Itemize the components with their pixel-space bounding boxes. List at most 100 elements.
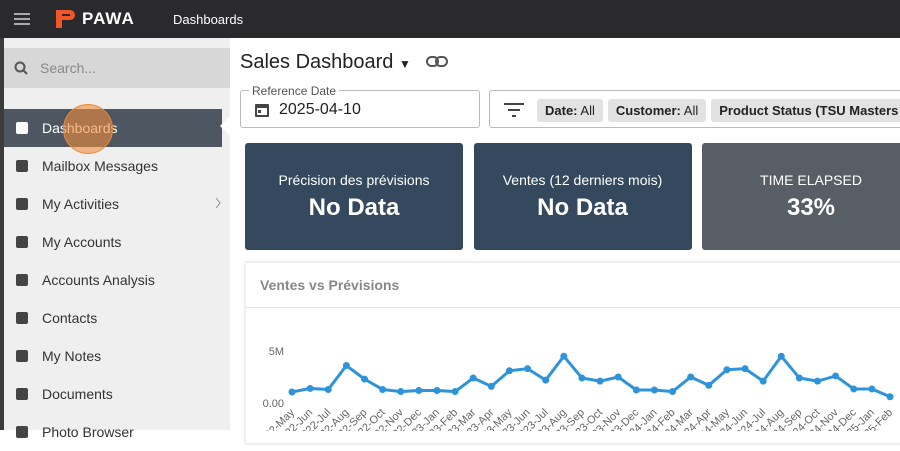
nav-item[interactable]: My Accounts [4, 223, 222, 261]
point [723, 366, 731, 374]
nav-item[interactable]: Documents [4, 375, 222, 413]
point [741, 365, 749, 373]
chip-key: Customer: [615, 103, 681, 118]
point [687, 373, 695, 381]
chip-key: Date: [545, 103, 578, 118]
kpi-card: Précision des prévisions No Data [245, 143, 463, 250]
section-title: Dashboards [173, 12, 244, 27]
brand: PAWA [82, 9, 135, 28]
kpi-value: No Data [537, 194, 628, 221]
point [451, 388, 459, 396]
sidebar: Search... Dashboards Mailbox Messages My A… [0, 38, 230, 440]
chip-key: Product Status (TSU Masters [719, 103, 899, 118]
point [542, 376, 550, 384]
point [705, 381, 713, 389]
kpi-title: Précision des prévisions [278, 172, 430, 188]
nav-icon [16, 350, 28, 362]
logo-icon [56, 10, 75, 28]
nav-label: Photo Browser [42, 424, 134, 440]
nav-item[interactable]: Dashboards [4, 109, 222, 147]
point [795, 374, 803, 382]
filter-chip[interactable]: Date: All [537, 99, 603, 122]
filter-bar: Date: All Customer: All Product Status (TS… [489, 90, 900, 128]
point [379, 385, 387, 393]
point [614, 373, 622, 381]
search-icon [14, 61, 28, 75]
point [777, 352, 785, 360]
nav-item[interactable]: Accounts Analysis [4, 261, 222, 299]
chevron [215, 197, 221, 209]
point [342, 362, 350, 370]
point [632, 386, 640, 394]
filter-chip[interactable]: Product Status (TSU Masters [711, 99, 900, 122]
filter-chip[interactable]: Customer: All [607, 99, 707, 122]
title-text: Sales Dashboard [240, 51, 394, 73]
nav-icon [16, 274, 28, 286]
chart-title: Ventes vs Prévisions [260, 277, 400, 293]
point [560, 352, 568, 360]
nav-icon [16, 236, 28, 248]
divider [246, 307, 900, 308]
nav-icon [16, 426, 28, 438]
point [832, 372, 840, 380]
active-pointer [220, 116, 230, 136]
chip-value: All [683, 103, 699, 118]
nav-label: Mailbox Messages [42, 158, 158, 174]
nav-label: Documents [42, 386, 113, 402]
chip-value: All [580, 103, 595, 118]
point [360, 375, 368, 383]
filter-icon[interactable] [504, 103, 524, 117]
line [291, 353, 891, 399]
click-highlight [63, 104, 113, 154]
field-label: Reference Date [249, 84, 340, 98]
nav-item[interactable]: Mailbox Messages [4, 147, 222, 185]
point [650, 386, 658, 394]
search-placeholder: Search... [40, 60, 97, 76]
nav-icon [16, 122, 28, 134]
point [433, 387, 441, 395]
kpi-title: Ventes (12 derniers mois) [502, 172, 663, 188]
nav-item[interactable]: Photo Browser [4, 413, 222, 451]
nav-icon [16, 160, 28, 172]
point [415, 387, 423, 395]
point [524, 365, 532, 373]
reference-date-field[interactable]: Reference Date 2025-04-10 [240, 84, 480, 128]
point [469, 374, 477, 382]
nav-label: My Accounts [42, 234, 122, 250]
y-tick-label: 0.00 [263, 398, 284, 410]
point [759, 377, 767, 385]
nav-icon [16, 198, 28, 210]
kpi-value: 33% [786, 194, 836, 221]
search-box[interactable]: Search... [4, 48, 230, 88]
dashboard-title[interactable]: Sales Dashboard ▼ [240, 51, 411, 73]
point [850, 385, 858, 393]
point [669, 388, 677, 396]
calendar-icon [255, 104, 269, 117]
nav-label: My Notes [42, 348, 102, 364]
y-tick-label: 5M [269, 346, 284, 358]
chart: 0.005M2022-May2022-Jun2022-Jul2022-Aug20… [254, 346, 895, 431]
point [487, 382, 495, 390]
nav-item[interactable]: My Notes [4, 337, 222, 375]
point [868, 385, 876, 393]
point [596, 377, 604, 385]
chart-panel: Ventes vs Prévisions 0.00 5M 2022-May 2022-… [245, 262, 900, 444]
point [886, 393, 894, 401]
nav-item[interactable]: Contacts [4, 299, 222, 337]
chip-list: Date: All Customer: All Product Status (TS… [537, 99, 900, 122]
field-value: 2025-04-10 [279, 101, 361, 118]
nav-label: Contacts [42, 310, 98, 326]
nav-icon [16, 388, 28, 400]
point [306, 384, 314, 392]
kpi-title: TIME ELAPSED [760, 172, 862, 188]
point [397, 388, 405, 396]
point [505, 367, 513, 375]
point [814, 377, 822, 385]
point [324, 385, 332, 393]
kpi-card: Ventes (12 derniers mois) No Data [473, 143, 692, 250]
nav-label: Accounts Analysis [42, 272, 155, 288]
nav-item[interactable]: My Activities [4, 185, 222, 223]
menu-icon[interactable] [14, 12, 30, 26]
link-icon[interactable] [426, 55, 448, 69]
